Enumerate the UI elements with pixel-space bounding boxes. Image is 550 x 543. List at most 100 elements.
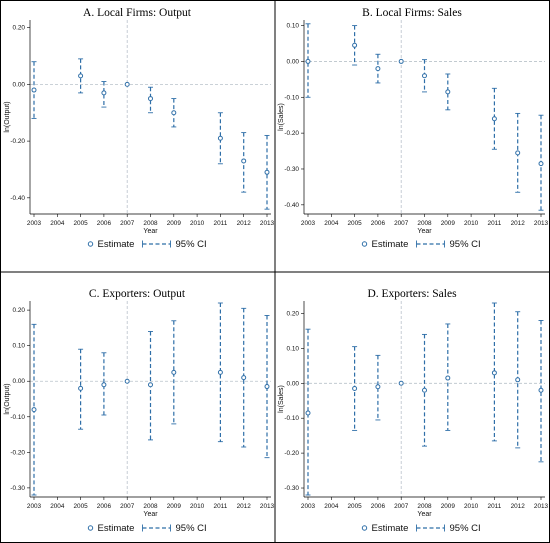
x-tick-label: 2006 xyxy=(97,503,112,510)
x-tick-label: 2010 xyxy=(464,503,479,510)
x-axis-title: Year xyxy=(417,228,432,235)
x-tick-label: 2006 xyxy=(371,503,386,510)
x-tick-label: 2011 xyxy=(214,503,228,510)
estimate-point xyxy=(375,384,381,390)
x-tick-label: 2010 xyxy=(190,220,205,227)
y-tick-label: -0.30 xyxy=(284,166,299,173)
x-tick-label: 2012 xyxy=(511,503,526,510)
estimate-point xyxy=(217,369,223,375)
x-tick-label: 2008 xyxy=(143,503,158,510)
y-tick-label: -0.20 xyxy=(284,130,299,137)
x-tick-label: 2004 xyxy=(324,503,339,510)
panel-exporters-output: C. Exporters: Output 0.20 0.10 0.00 -0.10 -0… xyxy=(4,288,275,534)
estimate-point xyxy=(78,385,84,391)
x-tick-label: 2005 xyxy=(347,220,362,227)
panel-title: C. Exporters: Output xyxy=(89,288,186,300)
estimate-point xyxy=(445,375,451,381)
y-tick-label: -0.20 xyxy=(284,450,299,457)
estimate-point xyxy=(78,73,84,79)
estimate-point xyxy=(241,158,247,164)
x-tick-label: 2012 xyxy=(511,220,526,227)
y-tick-label: 0.10 xyxy=(287,345,300,352)
y-tick-label: 0.20 xyxy=(13,25,26,32)
y-tick-label: 0.00 xyxy=(13,378,26,385)
x-tick-label: 2007 xyxy=(120,503,135,510)
x-tick-label: 2003 xyxy=(27,220,42,227)
y-tick-label: -0.10 xyxy=(284,94,299,101)
estimate-point xyxy=(491,370,497,376)
estimate-point xyxy=(264,384,270,390)
x-tick-label: 2003 xyxy=(27,503,42,510)
legend-ci-label: 95% CI xyxy=(450,523,481,534)
x-tick-label: 2008 xyxy=(143,220,158,227)
estimate-point xyxy=(398,380,404,386)
y-tick-label: -0.20 xyxy=(10,138,25,145)
legend-ci-label: 95% CI xyxy=(176,239,207,250)
x-tick-label: 2005 xyxy=(347,503,362,510)
x-axis-title: Year xyxy=(143,228,158,235)
estimate-point xyxy=(217,135,223,141)
x-tick-label: 2003 xyxy=(301,503,316,510)
estimate-point xyxy=(101,382,107,388)
x-axis-title: Year xyxy=(417,511,432,518)
x-tick-label: 2013 xyxy=(534,220,549,227)
estimate-point xyxy=(264,169,270,175)
estimate-point xyxy=(31,407,37,413)
legend-estimate-marker xyxy=(361,525,368,531)
panel-exporters-sales: D. Exporters: Sales 0.20 0.10 0.00 -0.10 -0.… xyxy=(278,288,549,534)
estimate-point xyxy=(515,150,521,156)
y-tick-label: -0.10 xyxy=(10,414,25,421)
x-tick-label: 2009 xyxy=(167,503,182,510)
y-tick-label: -0.20 xyxy=(10,449,25,456)
y-axis-title: ln(Output) xyxy=(4,101,11,132)
x-tick-label: 2005 xyxy=(73,220,88,227)
x-tick-label: 2011 xyxy=(214,220,228,227)
estimate-point xyxy=(538,387,544,393)
y-tick-label: 0.20 xyxy=(287,310,300,317)
x-tick-label: 2009 xyxy=(441,220,456,227)
y-tick-label: 0.10 xyxy=(287,23,300,30)
panel-local-firms-sales: B. Local Firms: Sales 0.10 0.00 -0.10 -0.20… xyxy=(278,7,549,250)
panel-title: A. Local Firms: Output xyxy=(83,7,192,19)
y-tick-label: -0.10 xyxy=(284,415,299,422)
y-axis-title: ln(Sales) xyxy=(278,103,285,131)
panel-title: D. Exporters: Sales xyxy=(367,288,457,300)
x-tick-label: 2008 xyxy=(417,503,432,510)
estimate-point xyxy=(305,58,311,64)
x-tick-label: 2010 xyxy=(464,220,479,227)
y-tick-label: 0.00 xyxy=(287,380,300,387)
y-axis-title: ln(Output) xyxy=(4,383,11,414)
panel-local-firms-output: A. Local Firms: Output 0.20 0.00 -0.20 -0.4… xyxy=(4,7,275,250)
estimate-point xyxy=(352,42,358,48)
legend-estimate-marker xyxy=(87,241,94,247)
x-tick-label: 2007 xyxy=(120,220,135,227)
legend-estimate-label: Estimate xyxy=(372,239,409,250)
x-tick-label: 2007 xyxy=(394,503,409,510)
estimate-point xyxy=(352,386,358,392)
estimate-point xyxy=(515,377,521,383)
estimate-point xyxy=(171,110,177,116)
estimate-point xyxy=(422,387,427,393)
estimate-point xyxy=(31,87,37,93)
y-tick-label: -0.30 xyxy=(284,485,299,492)
legend-ci-label: 95% CI xyxy=(176,523,207,534)
y-tick-label: 0.00 xyxy=(287,58,300,65)
estimate-point xyxy=(491,116,497,122)
y-tick-label: -0.40 xyxy=(10,195,25,202)
x-tick-label: 2011 xyxy=(488,220,502,227)
x-tick-label: 2013 xyxy=(534,503,549,510)
legend-estimate-marker xyxy=(361,241,368,247)
estimate-point xyxy=(124,378,130,384)
x-tick-label: 2011 xyxy=(488,503,502,510)
estimate-point xyxy=(241,375,247,381)
estimate-point xyxy=(538,161,544,167)
estimate-point xyxy=(398,58,404,64)
x-tick-label: 2004 xyxy=(50,220,65,227)
estimate-point xyxy=(445,89,451,95)
estimate-point xyxy=(375,66,381,72)
x-tick-label: 2007 xyxy=(394,220,409,227)
x-tick-label: 2012 xyxy=(237,503,252,510)
legend-estimate-label: Estimate xyxy=(98,523,135,534)
estimate-point xyxy=(101,90,107,96)
